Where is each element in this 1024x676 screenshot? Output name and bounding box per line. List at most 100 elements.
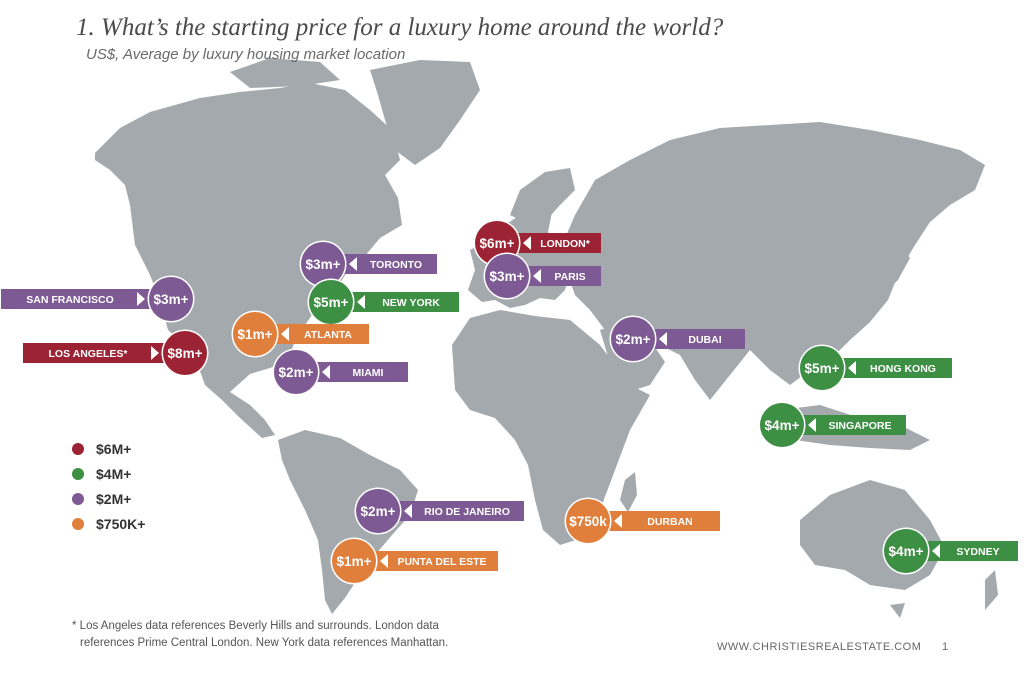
city-label-miami: MIAMI: [353, 367, 384, 379]
city-label-los-angeles: LOS ANGELES*: [49, 348, 129, 360]
south-america-landmass: [278, 430, 418, 614]
city-label-new-york: NEW YORK: [382, 297, 440, 309]
marker-san-francisco[interactable]: SAN FRANCISCO $3m+: [1, 275, 195, 323]
marker-dubai[interactable]: DUBAI $2m+: [609, 315, 746, 363]
price-label-san-francisco: $3m+: [154, 292, 189, 307]
banner-london: [513, 233, 601, 253]
banner-atlanta: [271, 324, 369, 344]
legend-dot-4m: [72, 467, 84, 480]
price-label-london: $6m+: [480, 236, 515, 251]
banner-arrow-singapore: [808, 418, 816, 432]
banner-toronto: [339, 254, 437, 274]
banner-new-york: [347, 292, 459, 312]
footnote-line-2: references Prime Central London. New Yor…: [80, 637, 449, 649]
banner-arrow-punta-del-este: [380, 554, 388, 568]
banner-singapore: [798, 415, 906, 435]
page-number: 1: [942, 641, 949, 653]
city-label-sydney: SYDNEY: [956, 546, 999, 558]
price-circle-new-york: [309, 280, 353, 324]
price-circle-atlanta: [233, 312, 277, 356]
marker-toronto[interactable]: TORONTO $3m+: [299, 240, 438, 288]
banner-los-angeles: [23, 343, 169, 363]
banner-miami: [312, 362, 408, 382]
marker-paris[interactable]: PARIS $3m+: [483, 252, 602, 300]
marker-miami[interactable]: MIAMI $2m+: [272, 348, 409, 396]
footnote: * Los Angeles data references Beverly Hi…: [72, 618, 448, 652]
banner-arrow-rio-de-janeiro: [404, 504, 412, 518]
city-label-paris: PARIS: [554, 271, 585, 283]
legend-label-2m: $2M+: [96, 490, 132, 507]
price-circle-toronto: [301, 242, 345, 286]
banner-arrow-hong-kong: [848, 361, 856, 375]
price-circle-durban: [566, 499, 610, 543]
banner-arrow-durban: [614, 514, 622, 528]
price-circle-miami: [274, 350, 318, 394]
new-zealand: [985, 570, 998, 610]
legend-label-4m: $4M+: [96, 465, 132, 482]
price-circle-punta-del-este: [332, 539, 376, 583]
price-label-durban: $750k: [569, 514, 607, 529]
marker-durban[interactable]: DURBAN $750k: [564, 497, 721, 545]
price-circle-san-francisco: [149, 277, 193, 321]
price-circle-paris: [485, 254, 529, 298]
price-label-singapore: $4m+: [765, 418, 800, 433]
city-label-london: LONDON*: [540, 238, 590, 250]
legend-item-750k: $750K+: [72, 511, 145, 536]
price-label-punta-del-este: $1m+: [337, 554, 372, 569]
city-label-dubai: DUBAI: [688, 334, 721, 346]
banner-arrow-atlanta: [281, 327, 289, 341]
city-label-rio-de-janeiro: RIO DE JANEIRO: [424, 506, 510, 518]
tasmania: [890, 603, 905, 618]
continents: [95, 58, 998, 618]
banner-arrow-los-angeles: [151, 346, 159, 360]
marker-punta-del-este[interactable]: PUNTA DEL ESTE $1m+: [330, 537, 499, 585]
price-label-sydney: $4m+: [889, 544, 924, 559]
price-circle-rio-de-janeiro: [356, 489, 400, 533]
madagascar: [620, 472, 637, 512]
city-label-san-francisco: SAN FRANCISCO: [26, 294, 114, 306]
city-label-toronto: TORONTO: [370, 259, 422, 271]
marker-singapore[interactable]: SINGAPORE $4m+: [758, 401, 907, 449]
marker-los-angeles[interactable]: LOS ANGELES* $8m+: [23, 329, 209, 377]
legend-dot-2m: [72, 492, 84, 505]
city-label-singapore: SINGAPORE: [828, 420, 891, 432]
page-subtitle: US$, Average by luxury housing market lo…: [86, 46, 406, 63]
price-circle-singapore: [760, 403, 804, 447]
legend-item-6m: $6M+: [72, 436, 145, 461]
marker-sydney[interactable]: SYDNEY $4m+: [882, 527, 1019, 575]
price-label-new-york: $5m+: [314, 295, 349, 310]
price-label-paris: $3m+: [490, 269, 525, 284]
marker-rio-de-janeiro[interactable]: RIO DE JANEIRO $2m+: [354, 487, 525, 535]
banner-arrow-paris: [533, 269, 541, 283]
marker-hong-kong[interactable]: HONG KONG $5m+: [798, 344, 953, 392]
marker-atlanta[interactable]: ATLANTA $1m+: [231, 310, 370, 358]
city-label-hong-kong: HONG KONG: [870, 363, 936, 375]
website-link[interactable]: WWW.CHRISTIESREALESTATE.COM: [717, 641, 922, 653]
city-label-durban: DURBAN: [647, 516, 693, 528]
banner-arrow-london: [523, 236, 531, 250]
price-label-los-angeles: $8m+: [168, 346, 203, 361]
africa-landmass: [452, 310, 650, 545]
marker-london[interactable]: LONDON* $6m+: [473, 219, 602, 267]
legend-label-750k: $750K+: [96, 515, 146, 532]
north-america-landmass: [95, 83, 402, 438]
banner-paris: [523, 266, 601, 286]
legend-label-6m: $6M+: [96, 440, 132, 457]
legend-item-2m: $2M+: [72, 486, 145, 511]
banner-arrow-new-york: [357, 295, 365, 309]
japan: [880, 245, 910, 292]
greenland-landmass: [370, 60, 480, 165]
banner-sydney: [922, 541, 1018, 561]
marker-new-york[interactable]: NEW YORK $5m+: [307, 278, 460, 326]
legend-item-4m: $4M+: [72, 461, 145, 486]
city-label-atlanta: ATLANTA: [304, 329, 352, 341]
price-label-miami: $2m+: [279, 365, 314, 380]
price-circle-los-angeles: [163, 331, 207, 375]
banner-arrow-miami: [322, 365, 330, 379]
legend-dot-6m: [72, 442, 84, 455]
legend-dot-750k: [72, 517, 84, 530]
price-label-toronto: $3m+: [306, 257, 341, 272]
page-title: 1. What’s the starting price for a luxur…: [76, 14, 724, 41]
price-label-rio-de-janeiro: $2m+: [361, 504, 396, 519]
